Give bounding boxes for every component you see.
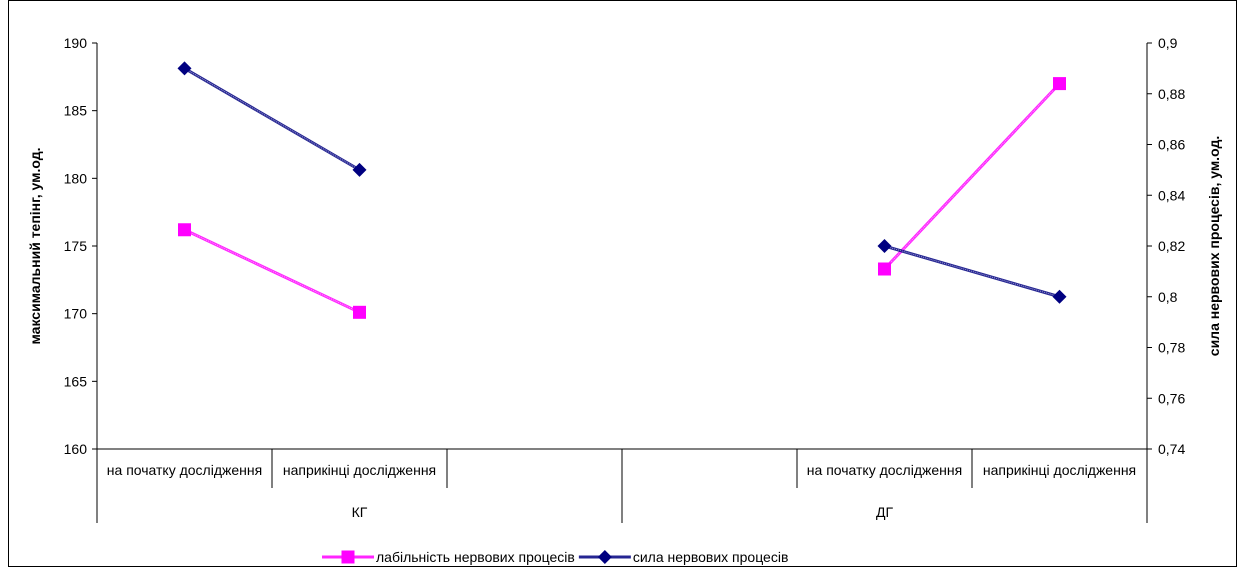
- y-axis-title: максимальний тепінг, ум.од.: [27, 147, 43, 344]
- x-tick-label: на початку дослідження: [807, 462, 962, 478]
- y-tick-label: 175: [64, 238, 88, 254]
- data-point: [352, 162, 367, 177]
- y2-tick-label: 0,84: [1158, 187, 1185, 203]
- series-line-pattern: [884, 83, 1060, 270]
- legend-item: лабільність нервових процесів: [322, 549, 575, 565]
- y-tick-label: 170: [64, 306, 88, 322]
- legend-marker: [597, 550, 612, 564]
- y2-tick-label: 0,88: [1158, 86, 1185, 102]
- data-point: [177, 61, 192, 76]
- data-point: [878, 262, 891, 276]
- chart-axes: 160 165 170 175 180 185 190 0,74 0,76 0,78 0,8 0,82…: [27, 35, 1222, 523]
- series-line-pattern: [884, 245, 1060, 298]
- y-tick-label: 190: [64, 35, 88, 51]
- y2-axis-title: сила нервових процесів, ум.од.: [1206, 136, 1222, 356]
- y2-tick-label: 0,76: [1158, 390, 1185, 406]
- series-line-pattern: [184, 67, 360, 171]
- chart-series: [177, 61, 1067, 319]
- x-tick-label: на початку дослідження: [107, 462, 262, 478]
- y2-tick-label: 0,74: [1158, 441, 1185, 457]
- y2-tick-label: 0,9: [1158, 35, 1178, 51]
- data-point: [353, 305, 366, 319]
- legend-item: сила нервових процесів: [578, 549, 789, 565]
- series-lability: [178, 77, 1066, 319]
- y-tick-label: 165: [64, 373, 88, 389]
- x-tick-label: наприкінці дослідження: [283, 462, 436, 478]
- legend-label: сила нервових процесів: [633, 549, 789, 565]
- data-point: [1052, 289, 1067, 304]
- y2-tick-label: 0,86: [1158, 137, 1185, 153]
- series-line-pattern: [184, 229, 360, 313]
- y2-tick-label: 0,78: [1158, 340, 1185, 356]
- y-tick-label: 185: [64, 103, 88, 119]
- y2-tick-label: 0,8: [1158, 289, 1178, 305]
- group-label: ДГ: [876, 504, 893, 520]
- y-tick-label: 160: [64, 441, 88, 457]
- data-point: [1053, 77, 1066, 91]
- chart-legend: лабільність нервових процесів сила нервов…: [322, 549, 788, 565]
- y2-tick-label: 0,82: [1158, 238, 1185, 254]
- x-tick-label: наприкінці дослідження: [983, 462, 1136, 478]
- data-point: [178, 223, 191, 237]
- group-label: КГ: [352, 504, 368, 520]
- data-point: [877, 239, 892, 253]
- series-strength: [177, 61, 1067, 304]
- legend-label: лабільність нервових процесів: [376, 549, 575, 565]
- legend-marker: [341, 550, 355, 564]
- y-tick-label: 180: [64, 170, 88, 186]
